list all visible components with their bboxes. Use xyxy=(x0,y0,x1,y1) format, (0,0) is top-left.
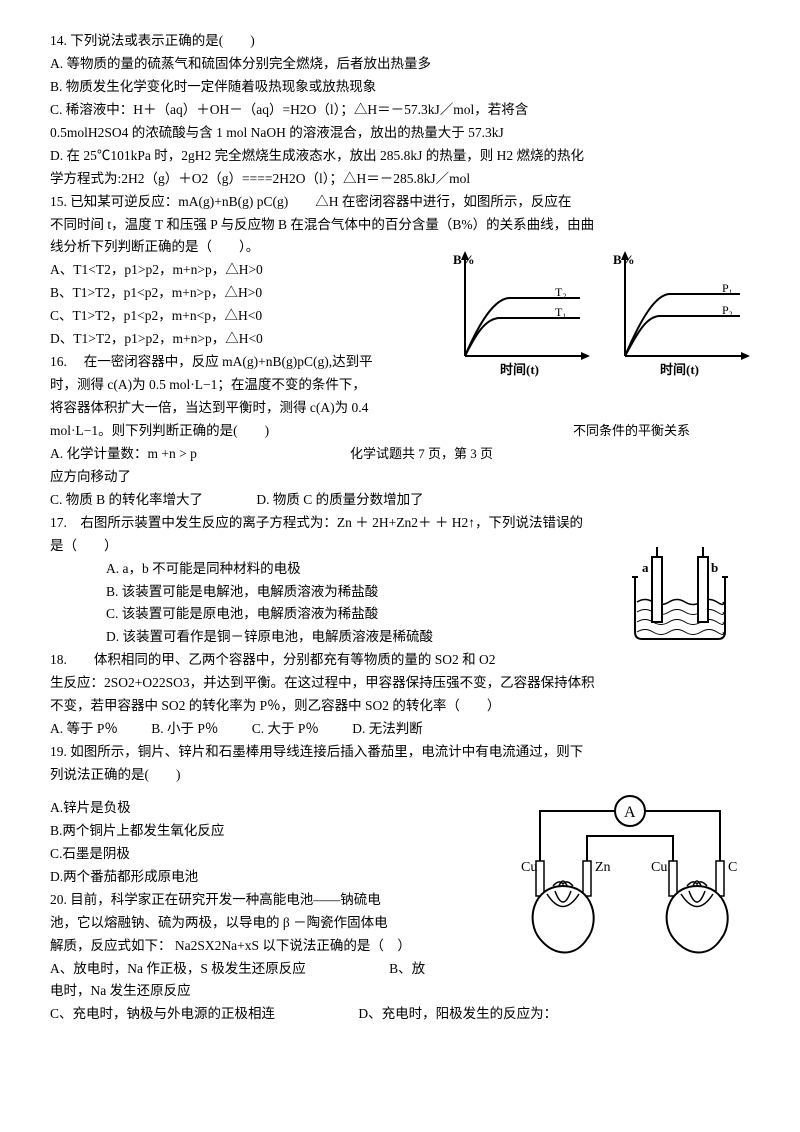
q15-line1: 15. 已知某可逆反应：mA(g)+nB(g) pC(g) △H 在密闭容器中进… xyxy=(50,191,750,214)
q18-options: A. 等于 P％ B. 小于 P％ C. 大于 P％ D. 无法判断 xyxy=(50,718,750,741)
q15-line2: 不同时间 t，温度 T 和压强 P 与反应物 B 在混合气体中的百分含量（B%）… xyxy=(50,214,750,237)
graph-right-y: B% xyxy=(613,252,635,267)
q17-block: 17. 右图所示装置中发生反应的离子方程式为：Zn ＋ 2H+Zn2＋ ＋ H2… xyxy=(50,512,750,650)
q15-d: D、T1>T2，p1>p2，m+n>p，△H<0 xyxy=(50,328,490,351)
q16-d: D. 物质 C 的质量分数增加了 xyxy=(256,492,423,507)
q19-a: A.锌片是负极 xyxy=(50,797,510,820)
q18-c: C. 大于 P％ xyxy=(252,718,319,741)
label-cu1: Cu xyxy=(521,860,537,875)
q14-c-line2: 0.5molH2SO4 的浓硫酸与含 1 mol NaOH 的溶液混合，放出的热… xyxy=(50,122,750,145)
q16-tail: mol·L−1。则下列判断正确的是( ) A. 化学计量数：m +n > p 应… xyxy=(50,420,750,512)
ammeter-label: A xyxy=(624,804,636,821)
equilibrium-graphs: B% T₂ T₁ 时间(t) B% P₁ P₂ 时间(t) xyxy=(450,246,750,416)
q14-d-line2: 学方程式为:2H2（g）＋O2（g）====2H2O（l）；△H＝－285.8k… xyxy=(50,168,750,191)
q14-b: B. 物质发生化学变化时一定伴随着吸热现象或放热现象 xyxy=(50,76,750,99)
q18-d: D. 无法判断 xyxy=(352,718,423,741)
q20-a: A、放电时，Na 作正极，S 极发生还原反应 xyxy=(50,961,306,976)
q14-stem: 14. 下列说法或表示正确的是( ) xyxy=(50,30,750,53)
page-footer: 化学试题共 7 页，第 3 页 xyxy=(350,443,493,465)
q18-b: B. 小于 P％ xyxy=(151,718,218,741)
beaker-diagram: a b xyxy=(620,547,740,647)
beaker-label-b: b xyxy=(711,560,718,575)
graph-right-p2: P₂ xyxy=(722,303,733,317)
q19-line1: 19. 如图所示，铜片、锌片和石墨棒用导线连接后插入番茄里，电流计中有电流通过，… xyxy=(50,741,750,764)
q17-line1: 17. 右图所示装置中发生反应的离子方程式为：Zn ＋ 2H+Zn2＋ ＋ H2… xyxy=(50,512,750,535)
graph-right-p1: P₁ xyxy=(722,281,733,295)
q19-b: B.两个铜片上都发生氧化反应 xyxy=(50,820,510,843)
q15-b: B、T1>T2，p1<p2，m+n>p，△H>0 xyxy=(50,282,490,305)
label-zn: Zn xyxy=(595,860,611,875)
q14-a: A. 等物质的量的硫蒸气和硫固体分别完全燃烧，后者放出热量多 xyxy=(50,53,750,76)
q16-c: C. 物质 B 的转化率增大了 xyxy=(50,492,203,507)
q18-line3: 不变，若甲容器中 SO2 的转化率为 P％，则乙容器中 SO2 的转化率（ ） xyxy=(50,695,750,718)
tomato-circuit: A Cu Zn Cu C xyxy=(515,791,745,961)
q14-c-line1: C. 稀溶液中：H＋（aq）＋OH－（aq）=H2O（l）；△H＝－57.3kJ… xyxy=(50,99,750,122)
graph-right-x: 时间(t) xyxy=(660,362,699,377)
q16-line3: 将容器体积扩大一倍，当达到平衡时，测得 c(A)为 0.4 xyxy=(50,397,490,420)
q20-line1: 20. 目前，科学家正在研究开发一种高能电池——钠硫电 xyxy=(50,889,510,912)
graph-left-x: 时间(t) xyxy=(500,362,539,377)
q20-line3: 解质，反应式如下： Na2SX2Na+xS 以下说法正确的是（ ） xyxy=(50,935,510,958)
q18-a: A. 等于 P％ xyxy=(50,718,118,741)
graph-left-y: B% xyxy=(453,252,475,267)
q16-cd: C. 物质 B 的转化率增大了 D. 物质 C 的质量分数增加了 xyxy=(50,489,750,512)
q20-b-extra: 电时，Na 发生还原反应 xyxy=(50,980,750,1003)
q14-d-line1: D. 在 25℃101kPa 时，2gH2 完全燃烧生成液态水，放出 285.8… xyxy=(50,145,750,168)
graph-caption: 不同条件的平衡关系 xyxy=(573,420,690,442)
q20-c: C、充电时，钠极与外电源的正极相连 xyxy=(50,1006,275,1021)
q16-a-extra: 应方向移动了 xyxy=(50,466,750,489)
q19-c: C.石墨是阴极 xyxy=(50,843,510,866)
q15-c: C、T1>T2，p1<p2，m+n<p，△H<0 xyxy=(50,305,490,328)
label-cu2: Cu xyxy=(651,860,667,875)
q15-block: 15. 已知某可逆反应：mA(g)+nB(g) pC(g) △H 在密闭容器中进… xyxy=(50,191,750,420)
q18-line1: 18. 体积相同的甲、乙两个容器中，分别都充有等物质的量的 SO2 和 O2 xyxy=(50,649,750,672)
q20-cd: C、充电时，钠极与外电源的正极相连 D、充电时，阳极发生的反应为： xyxy=(50,1003,750,1026)
graph-left-t2: T₂ xyxy=(555,285,567,299)
graph-left-t1: T₁ xyxy=(555,305,567,319)
q20-line2: 池，它以熔融钠、硫为两极，以导电的 β －陶瓷作固体电 xyxy=(50,912,510,935)
label-c: C xyxy=(728,860,737,875)
q15-a: A、T1<T2，p1>p2，m+n>p，△H>0 xyxy=(50,259,490,282)
q19-options: A.锌片是负极 B.两个铜片上都发生氧化反应 C.石墨是阴极 D.两个番茄都形成… xyxy=(50,797,510,958)
beaker-label-a: a xyxy=(642,560,649,575)
q20-d: D、充电时，阳极发生的反应为： xyxy=(358,1006,557,1021)
q16-line1: 16. 在一密闭容器中，反应 mA(g)+nB(g)pC(g),达到平 xyxy=(50,351,490,374)
q15-options: A、T1<T2，p1>p2，m+n>p，△H>0 B、T1>T2，p1<p2，m… xyxy=(50,259,490,420)
q20-b: B、放 xyxy=(389,961,425,976)
q19-d: D.两个番茄都形成原电池 xyxy=(50,866,510,889)
q16-line2: 时，测得 c(A)为 0.5 mol·L−1；在温度不变的条件下， xyxy=(50,374,490,397)
q18-line2: 生反应：2SO2+O22SO3，并达到平衡。在这过程中，甲容器保持压强不变，乙容… xyxy=(50,672,750,695)
q19-line2: 列说法正确的是( ) xyxy=(50,764,750,787)
q19-block: 19. 如图所示，铜片、锌片和石墨棒用导线连接后插入番茄里，电流计中有电流通过，… xyxy=(50,741,750,957)
